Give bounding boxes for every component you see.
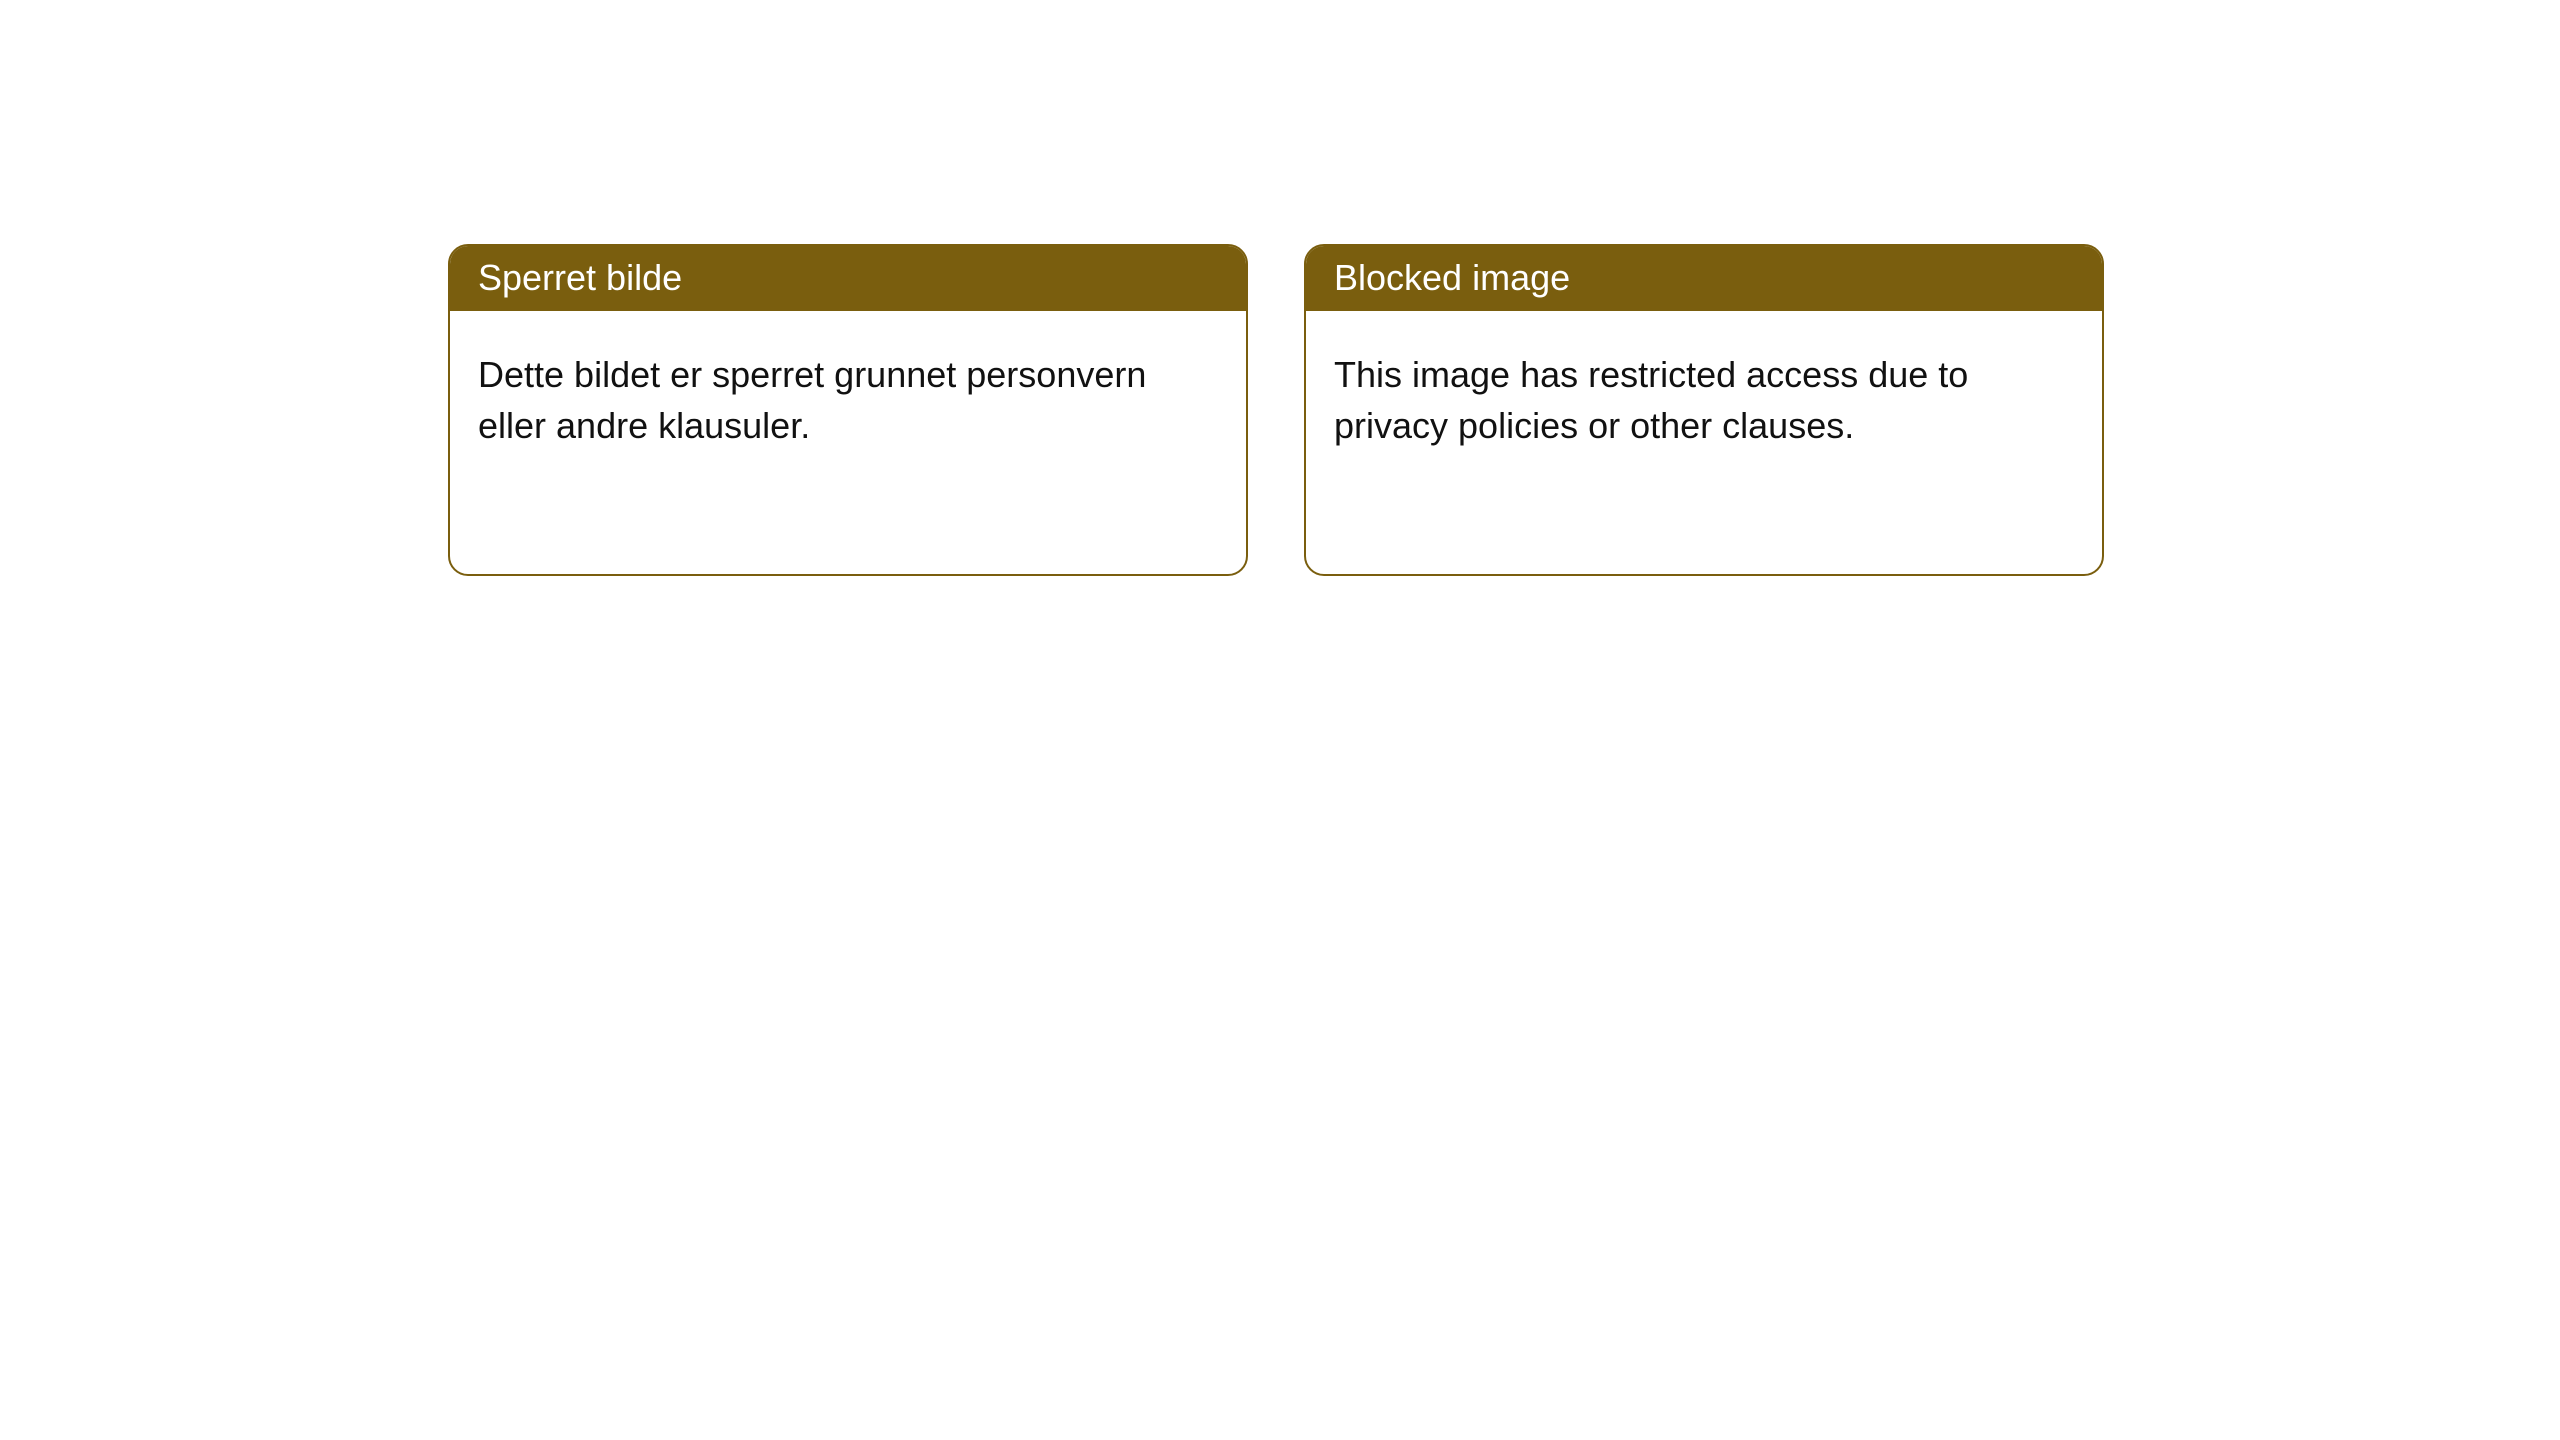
card-header-en: Blocked image xyxy=(1306,246,2102,311)
card-header-no: Sperret bilde xyxy=(450,246,1246,311)
blocked-image-card-no: Sperret bilde Dette bildet er sperret gr… xyxy=(448,244,1248,576)
card-body-no: Dette bildet er sperret grunnet personve… xyxy=(450,311,1246,489)
notice-container: Sperret bilde Dette bildet er sperret gr… xyxy=(0,0,2560,576)
card-body-en: This image has restricted access due to … xyxy=(1306,311,2102,489)
blocked-image-card-en: Blocked image This image has restricted … xyxy=(1304,244,2104,576)
